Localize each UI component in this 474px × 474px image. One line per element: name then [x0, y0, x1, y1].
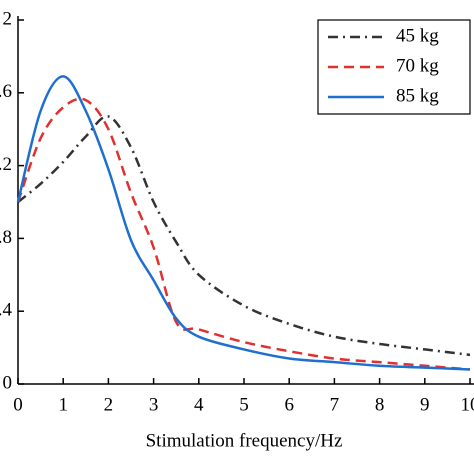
- x-tick-label: 5: [239, 394, 249, 415]
- y-tick-label: 1.6: [0, 81, 12, 102]
- legend-box: [317, 19, 471, 115]
- legend-label: 85 kg: [396, 85, 439, 106]
- y-tick-label: 1.2: [0, 154, 12, 175]
- x-tick-label: 1: [58, 394, 68, 415]
- x-axis-label: Stimulation frequency/Hz: [146, 430, 343, 451]
- x-tick-label: 3: [149, 394, 159, 415]
- legend-label: 70 kg: [396, 55, 439, 76]
- line-series: [16, 97, 471, 371]
- x-tick-label: 10: [461, 394, 474, 415]
- line-series: [16, 75, 471, 371]
- y-tick-label: 2: [3, 8, 13, 29]
- x-tick-label: 0: [13, 394, 23, 415]
- x-tick-label: 9: [420, 394, 430, 415]
- y-tick-label: 0: [3, 372, 13, 393]
- x-tick-label: 6: [284, 394, 294, 415]
- x-tick-label: 2: [104, 394, 114, 415]
- x-tick-label: 7: [330, 394, 340, 415]
- y-tick-label: 0.4: [0, 300, 13, 321]
- line-series: [17, 115, 471, 357]
- x-tick-label: 8: [375, 394, 385, 415]
- y-tick-label: 0.8: [0, 227, 12, 248]
- legend-label: 45 kg: [396, 25, 439, 46]
- x-tick-label: 4: [194, 394, 204, 415]
